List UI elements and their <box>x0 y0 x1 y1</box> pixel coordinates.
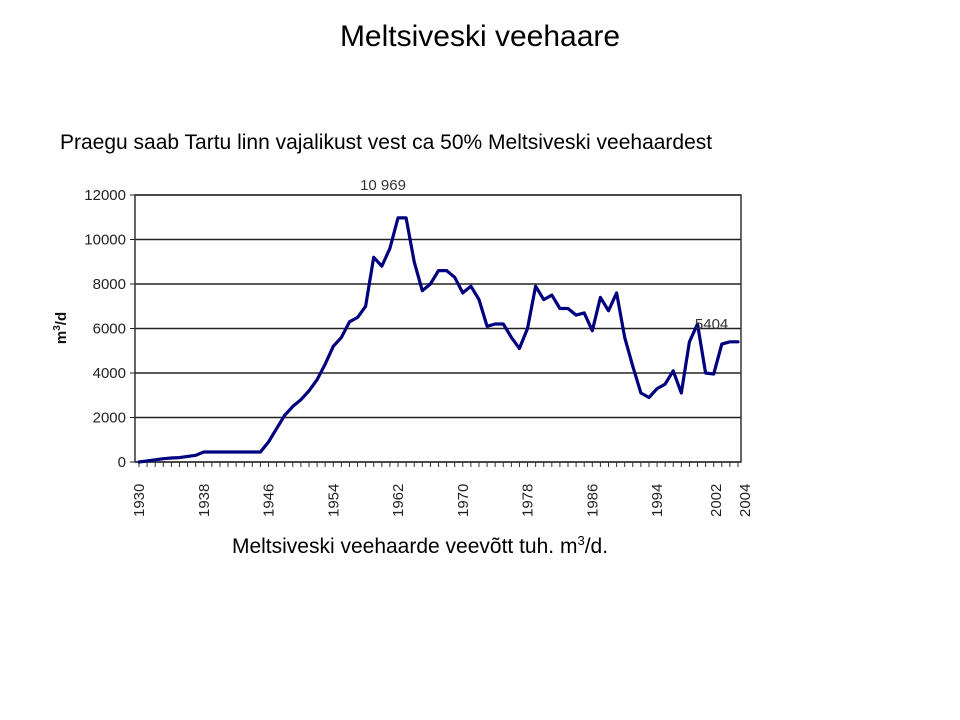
data-label: 10 969 <box>360 177 406 194</box>
x-tick-label: 1970 <box>455 484 472 517</box>
x-tick-label: 1946 <box>261 484 278 517</box>
chart-caption: Meltsiveski veehaarde veevõtt tuh. m3/d. <box>0 533 840 559</box>
x-tick-label: 1978 <box>520 484 537 517</box>
x-tick-label: 1938 <box>196 484 213 517</box>
y-tick-label: 12000 <box>84 187 126 204</box>
y-tick-label: 0 <box>118 454 126 471</box>
y-tick-label: 6000 <box>93 321 126 338</box>
y-axis-ticks: 0 2000 4000 6000 8000 10000 12000 <box>84 187 135 471</box>
y-tick-label: 10000 <box>84 232 126 249</box>
x-tick-label: 1954 <box>325 484 342 517</box>
chart-annotations: 10 969 5404 <box>360 177 728 333</box>
x-tick-label: 1962 <box>390 484 407 517</box>
caption-text: Meltsiveski veehaarde veevõtt tuh. m <box>231 535 578 558</box>
caption-unit-end: /d. <box>584 535 609 558</box>
y-tick-label: 2000 <box>93 410 126 427</box>
x-tick-label: 1930 <box>131 484 148 517</box>
x-tick-label: 2004 <box>737 484 754 517</box>
slide-subtitle: Praegu saab Tartu linn vajalikust vest c… <box>60 131 713 154</box>
y-axis-label: m3/d <box>52 312 70 344</box>
data-label: 5404 <box>695 316 728 333</box>
y-tick-label: 4000 <box>93 365 126 382</box>
y-tick-label: 8000 <box>93 276 126 293</box>
series-line <box>137 216 740 464</box>
plot-frame <box>134 194 742 463</box>
x-tick-label: 2002 <box>708 484 725 517</box>
x-tick-label: 1986 <box>584 484 601 517</box>
caption-superscript: 3 <box>577 533 585 548</box>
slide-title: Meltsiveski veehaare <box>339 20 621 53</box>
x-axis-ticks: 1930 1938 1946 1954 1962 1970 1978 1986 1994 2002… <box>131 462 754 517</box>
x-tick-label: 1994 <box>649 484 666 517</box>
chart-gridlines <box>135 194 741 463</box>
